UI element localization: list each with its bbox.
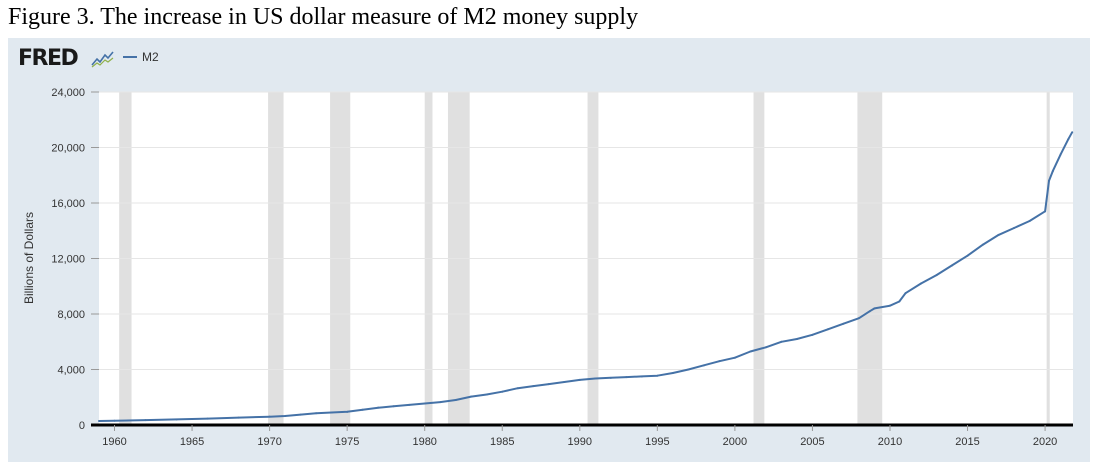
data-point[interactable] bbox=[1051, 170, 1054, 173]
data-point[interactable] bbox=[578, 378, 581, 381]
data-point[interactable] bbox=[842, 322, 845, 325]
data-point[interactable] bbox=[299, 413, 302, 416]
x-tick-label: 1980 bbox=[412, 436, 436, 448]
x-tick-label: 1970 bbox=[257, 436, 281, 448]
data-point[interactable] bbox=[702, 364, 705, 367]
data-point[interactable] bbox=[346, 410, 349, 413]
x-tick-label: 2015 bbox=[955, 436, 979, 448]
data-point[interactable] bbox=[1028, 220, 1031, 223]
data-point[interactable] bbox=[780, 340, 783, 343]
data-point[interactable] bbox=[764, 346, 767, 349]
x-tick-label: 1975 bbox=[335, 436, 359, 448]
data-point[interactable] bbox=[718, 360, 721, 363]
data-point[interactable] bbox=[175, 418, 178, 421]
y-tick-label: 24,000 bbox=[51, 87, 85, 99]
data-point[interactable] bbox=[898, 300, 901, 303]
legend[interactable]: M2 bbox=[123, 50, 159, 64]
data-point[interactable] bbox=[237, 416, 240, 419]
data-point[interactable] bbox=[935, 274, 938, 277]
data-point[interactable] bbox=[408, 403, 411, 406]
fred-logo[interactable]: FRED bbox=[18, 46, 79, 71]
data-point[interactable] bbox=[920, 282, 923, 285]
data-point[interactable] bbox=[982, 243, 985, 246]
chart-line-icon bbox=[91, 50, 115, 68]
data-point[interactable] bbox=[206, 417, 209, 420]
data-point[interactable] bbox=[485, 393, 488, 396]
data-point[interactable] bbox=[625, 376, 628, 379]
y-tick-label: 12,000 bbox=[51, 254, 85, 266]
data-point[interactable] bbox=[547, 383, 550, 386]
x-tick-label: 1965 bbox=[180, 436, 204, 448]
y-tick-label: 8,000 bbox=[57, 309, 85, 321]
x-tick-label: 1990 bbox=[568, 436, 592, 448]
data-point[interactable] bbox=[516, 387, 519, 390]
data-point[interactable] bbox=[733, 356, 736, 359]
data-point[interactable] bbox=[640, 375, 643, 378]
data-point[interactable] bbox=[268, 415, 271, 418]
data-point[interactable] bbox=[439, 401, 442, 404]
data-point[interactable] bbox=[857, 317, 860, 320]
data-point[interactable] bbox=[594, 377, 597, 380]
y-tick-label: 4,000 bbox=[57, 365, 85, 377]
data-point[interactable] bbox=[330, 411, 333, 414]
y-tick-label: 20,000 bbox=[51, 143, 85, 155]
data-point[interactable] bbox=[811, 333, 814, 336]
data-point[interactable] bbox=[873, 307, 876, 310]
x-tick-label: 2005 bbox=[800, 436, 824, 448]
data-point[interactable] bbox=[470, 395, 473, 398]
data-point[interactable] bbox=[868, 310, 871, 313]
data-point[interactable] bbox=[113, 419, 116, 422]
data-point[interactable] bbox=[888, 304, 891, 307]
data-point[interactable] bbox=[98, 419, 100, 422]
figure-title: Figure 3. The increase in US dollar meas… bbox=[8, 4, 639, 30]
data-point[interactable] bbox=[656, 374, 659, 377]
data-point[interactable] bbox=[377, 406, 380, 409]
data-point[interactable] bbox=[144, 419, 147, 422]
series-line-m2[interactable] bbox=[98, 131, 1074, 422]
y-tick-label: 0 bbox=[79, 420, 85, 432]
data-point[interactable] bbox=[749, 350, 752, 353]
data-point[interactable] bbox=[454, 399, 457, 402]
data-point[interactable] bbox=[501, 390, 504, 393]
legend-label: M2 bbox=[142, 50, 159, 64]
data-point[interactable] bbox=[997, 233, 1000, 236]
data-point[interactable] bbox=[609, 376, 612, 379]
data-point[interactable] bbox=[826, 328, 829, 331]
data-point[interactable] bbox=[532, 385, 535, 388]
data-point[interactable] bbox=[1071, 131, 1074, 134]
data-point[interactable] bbox=[284, 414, 287, 417]
data-point[interactable] bbox=[951, 264, 954, 267]
data-point[interactable] bbox=[671, 371, 674, 374]
data-point[interactable] bbox=[1059, 153, 1062, 156]
data-point[interactable] bbox=[392, 405, 395, 408]
data-point[interactable] bbox=[687, 368, 690, 371]
x-tick-label: 2010 bbox=[878, 436, 902, 448]
data-point[interactable] bbox=[1013, 226, 1016, 229]
y-axis-label: Billions of Dollars bbox=[22, 212, 36, 304]
data-point[interactable] bbox=[904, 292, 907, 295]
data-point[interactable] bbox=[1044, 210, 1047, 213]
legend-swatch bbox=[123, 56, 137, 58]
data-point[interactable] bbox=[795, 337, 798, 340]
data-point[interactable] bbox=[1047, 179, 1050, 182]
data-point[interactable] bbox=[315, 412, 318, 415]
x-tick-label: 1985 bbox=[490, 436, 514, 448]
x-tick-label: 2020 bbox=[1033, 436, 1057, 448]
data-point[interactable] bbox=[966, 254, 969, 257]
x-tick-label: 2000 bbox=[723, 436, 747, 448]
data-point[interactable] bbox=[563, 380, 566, 383]
x-tick-label: 1995 bbox=[645, 436, 669, 448]
x-tick-label: 1960 bbox=[102, 436, 126, 448]
data-point[interactable] bbox=[423, 402, 426, 405]
data-point[interactable] bbox=[1067, 138, 1070, 141]
data-point[interactable] bbox=[361, 408, 364, 411]
y-tick-label: 16,000 bbox=[51, 198, 85, 210]
